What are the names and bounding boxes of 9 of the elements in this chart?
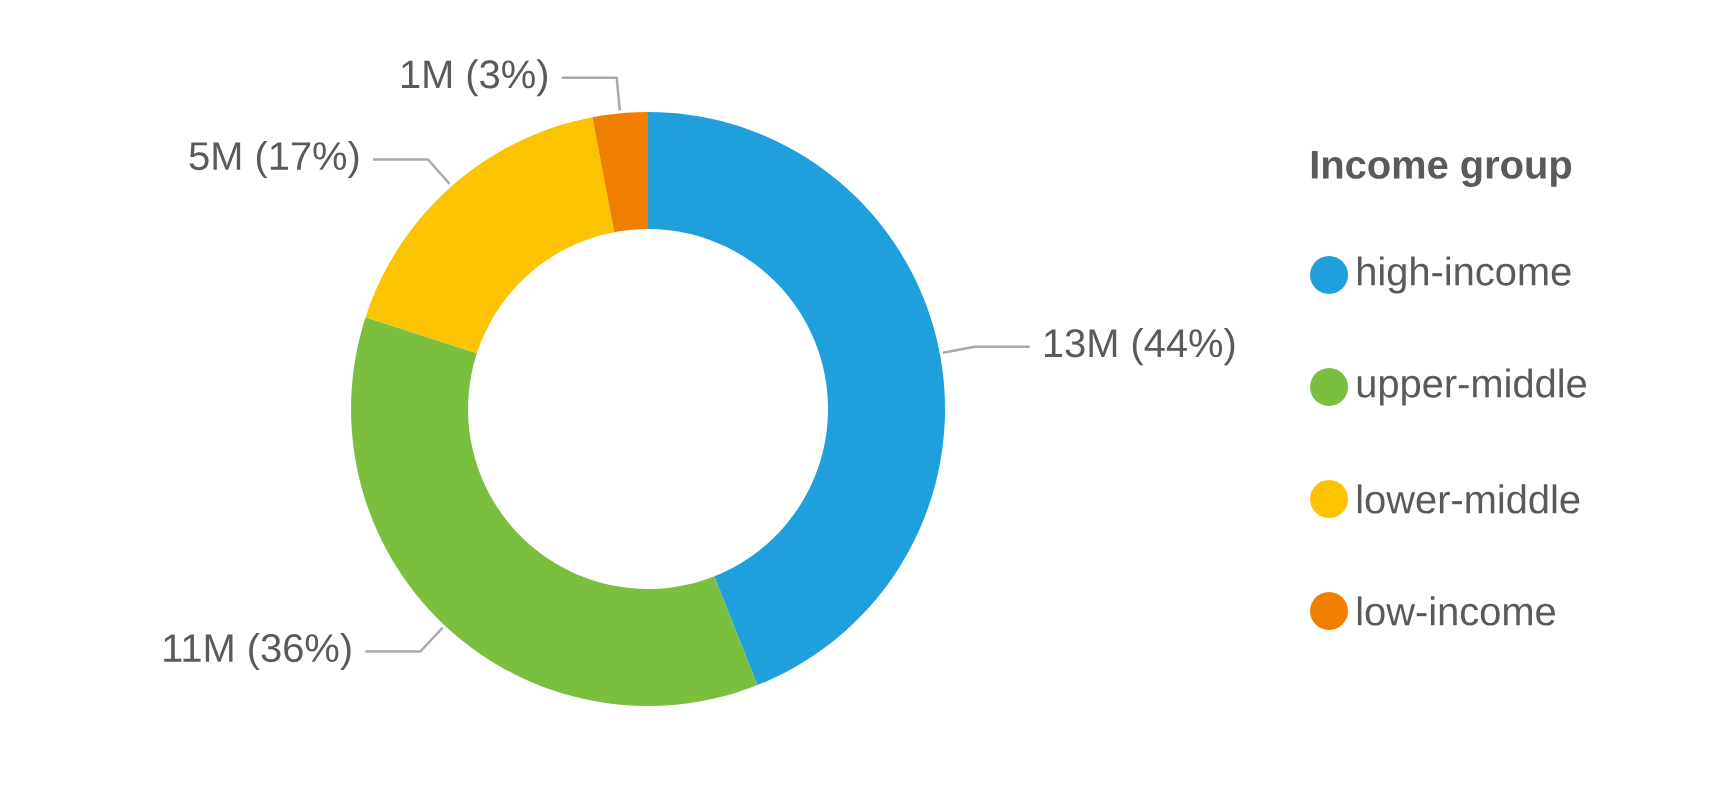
data-label: 13M (44%)	[1044, 328, 1235, 366]
data-label: 1M (3%)	[401, 59, 547, 97]
data-label: 5M (17%)	[189, 140, 359, 179]
legend-label: low-income	[1357, 596, 1555, 626]
legend-label: high-income	[1358, 256, 1571, 294]
legend-title: Income group	[1311, 151, 1572, 187]
data-label: 11M (36%)	[164, 632, 351, 671]
legend-label: upper-middle	[1357, 368, 1586, 406]
legend-label: lower-middle	[1357, 484, 1580, 514]
